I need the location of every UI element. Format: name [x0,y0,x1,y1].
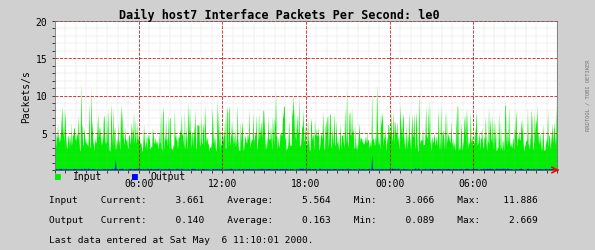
Text: Input    Current:     3.661    Average:     5.564    Min:     3.066    Max:    1: Input Current: 3.661 Average: 5.564 Min:… [49,196,538,204]
Text: Output   Current:     0.140    Average:     0.163    Min:     0.089    Max:     : Output Current: 0.140 Average: 0.163 Min… [49,216,538,224]
Text: Daily host7 Interface Packets Per Second: le0: Daily host7 Interface Packets Per Second… [120,9,440,22]
Text: ■: ■ [55,171,61,181]
Y-axis label: Packets/s: Packets/s [21,70,32,122]
Text: Input: Input [73,171,102,181]
Text: Last data entered at Sat May  6 11:10:01 2000.: Last data entered at Sat May 6 11:10:01 … [49,236,314,244]
Text: ■: ■ [132,171,138,181]
Text: Output: Output [150,171,186,181]
Text: RRDTOOL / TOBI OETIKER: RRDTOOL / TOBI OETIKER [586,60,591,130]
